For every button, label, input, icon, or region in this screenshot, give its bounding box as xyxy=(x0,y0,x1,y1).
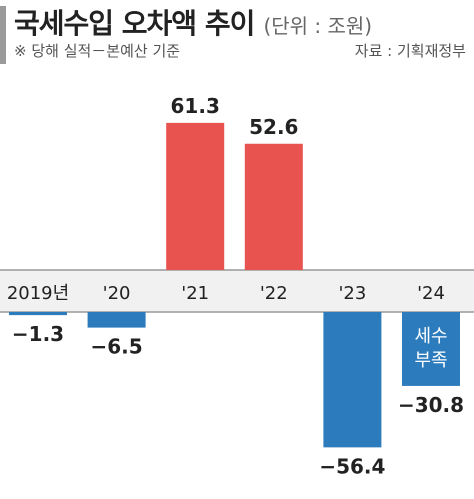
source-note: 자료 : 기획재정부 xyxy=(354,42,466,60)
unit-label: (단위 : 조원) xyxy=(263,14,373,38)
value-label-5: −56.4 xyxy=(319,454,385,478)
value-label-1: −1.3 xyxy=(12,322,64,346)
value-label-6: −30.8 xyxy=(398,393,464,417)
bar-3 xyxy=(166,122,225,270)
bar-6 xyxy=(402,312,460,386)
bar-5 xyxy=(323,312,382,448)
tick-label-4: '22 xyxy=(260,283,288,304)
tick-label-2: '20 xyxy=(103,283,131,304)
tick-label-6: '24 xyxy=(417,283,445,304)
tick-label-1: 2019년 xyxy=(7,283,69,304)
axis-band xyxy=(0,270,474,312)
annotation-line-1: 세수 xyxy=(414,326,447,347)
basis-note: ※ 당해 실적－본예산 기준 xyxy=(14,42,181,60)
bar-2 xyxy=(87,312,146,328)
value-label-4: 52.6 xyxy=(249,115,298,139)
bar-1 xyxy=(9,312,67,316)
chart-title: 국세수입 오차액 추이 (단위 : 조원) xyxy=(14,2,372,42)
value-label-2: −6.5 xyxy=(91,335,143,359)
title-text: 국세수입 오차액 추이 xyxy=(14,7,255,40)
tick-label-3: '21 xyxy=(181,283,209,304)
bar-4 xyxy=(244,143,303,270)
title-accent-bar xyxy=(0,6,6,64)
tick-label-5: '23 xyxy=(338,283,366,304)
value-label-3: 61.3 xyxy=(171,94,220,118)
annotation-line-2: 부족 xyxy=(414,350,447,371)
